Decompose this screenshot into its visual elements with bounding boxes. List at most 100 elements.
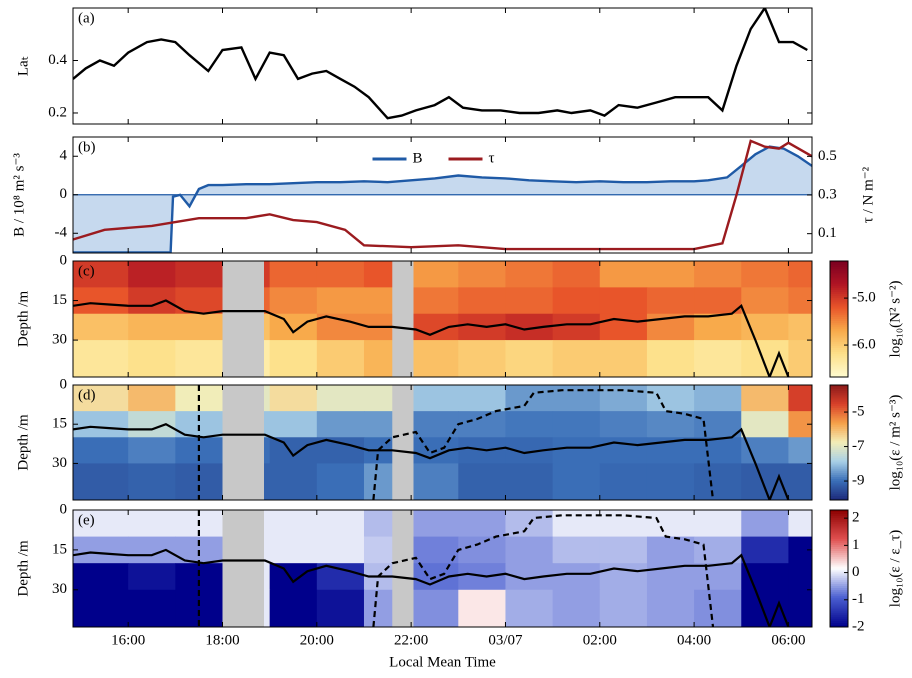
heat-cell [552,437,601,464]
heat-cell [73,563,129,591]
colorbar-swatch [830,609,848,612]
heat-cell [269,313,318,341]
heat-cell [269,261,318,288]
heat-cell [316,287,365,315]
heat-cell [646,589,695,627]
heat-cell [694,313,742,341]
panel-label: (b) [78,139,96,155]
heat-cell [316,313,365,341]
heat-cell [694,589,742,627]
panel-label: (e) [78,512,95,528]
colorbar-swatch [830,436,848,440]
colorbar-swatch [830,562,848,566]
colorbar-tick-label: -5.0 [852,290,876,306]
colorbar-swatch [830,475,848,478]
heat-cell [788,536,812,564]
y-axis-label: Depth /m [15,414,31,471]
heat-cell [505,340,554,377]
colorbar-swatch [830,515,848,519]
x-tick-label: 16:00 [111,632,145,648]
colorbar-swatch [830,307,848,310]
colorbar-swatch [830,510,848,513]
colorbar-swatch [830,340,848,343]
heat-cell [646,463,695,500]
heat-cell [458,261,506,288]
heat-cell [599,313,648,341]
heat-cell [505,411,554,438]
colorbar-swatch [830,390,848,394]
heat-cell [175,261,223,288]
colorbar-swatch [830,264,848,268]
heat-cell [788,463,812,500]
y-tick-label: 4 [60,148,68,164]
heat-cell [741,563,789,591]
data-gap [392,510,414,627]
colorbar-swatch [830,580,848,583]
colorbar-swatch [830,415,848,419]
y-tick-label: 0 [60,186,68,202]
colorbar-label: log₁₀(ε / m² s⁻³) [887,395,903,491]
colorbar-swatch [830,586,848,589]
colorbar-swatch [830,373,848,376]
heat-cell [73,510,129,538]
plot-area [73,510,812,627]
y-tick-label: 0.4 [48,52,67,68]
colorbar-swatch [830,484,848,488]
heat-cell [269,510,318,538]
colorbar-swatch [830,482,848,486]
colorbar-swatch [830,417,848,420]
heat-cell [599,510,648,538]
colorbar-swatch [830,363,848,366]
heat-cell [741,313,789,341]
y-axis-label: Depth /m [15,291,31,348]
heat-cell [269,411,318,438]
x-tick-label: 03/07 [488,632,523,648]
x-tick-label: 22:00 [394,632,428,648]
colorbar-swatch [830,317,848,320]
colorbar-swatch [830,351,848,355]
colorbar-swatch [830,342,848,345]
y2-tick-label: 0.1 [818,225,837,241]
colorbar-swatch [830,353,848,357]
heat-cell [599,563,648,591]
heat-cell [269,437,318,464]
colorbar-swatch [830,558,848,562]
colorbar-swatch [830,490,848,493]
colorbar-swatch [830,523,848,527]
colorbar-frame [829,260,849,378]
colorbar-swatch [830,409,848,413]
colorbar-swatch [830,346,848,349]
heat-cell [128,437,176,464]
heat-cell [552,463,601,500]
heat-cell [788,385,812,412]
heat-cell [269,536,318,564]
series-line [73,8,808,120]
heat-cell [552,287,601,315]
colorbar-swatch [830,448,848,451]
colorbar-swatch [830,336,848,339]
colorbar-swatch [830,607,848,610]
colorbar-swatch [830,299,848,303]
heat-cell [552,563,601,591]
y-tick-label: -4 [55,225,68,241]
colorbar-swatch [830,408,848,411]
heat-cell [269,287,318,315]
data-gap [392,385,414,500]
colorbar-swatch [830,276,848,279]
heat-cell [128,536,176,564]
heat-cell [73,463,129,500]
colorbar-swatch [830,330,848,334]
heat-cell [788,589,812,627]
heat-cell [128,510,176,538]
heat-cell [646,510,695,538]
colorbar-swatch [830,578,848,581]
colorbar-swatch [830,554,848,558]
heat-cell [646,340,695,377]
colorbar-swatch [830,402,848,405]
colorbar-swatch [830,613,848,616]
data-gap [222,261,264,377]
data-gap [222,385,264,500]
colorbar-swatch [830,469,848,472]
heat-cell [788,261,812,288]
